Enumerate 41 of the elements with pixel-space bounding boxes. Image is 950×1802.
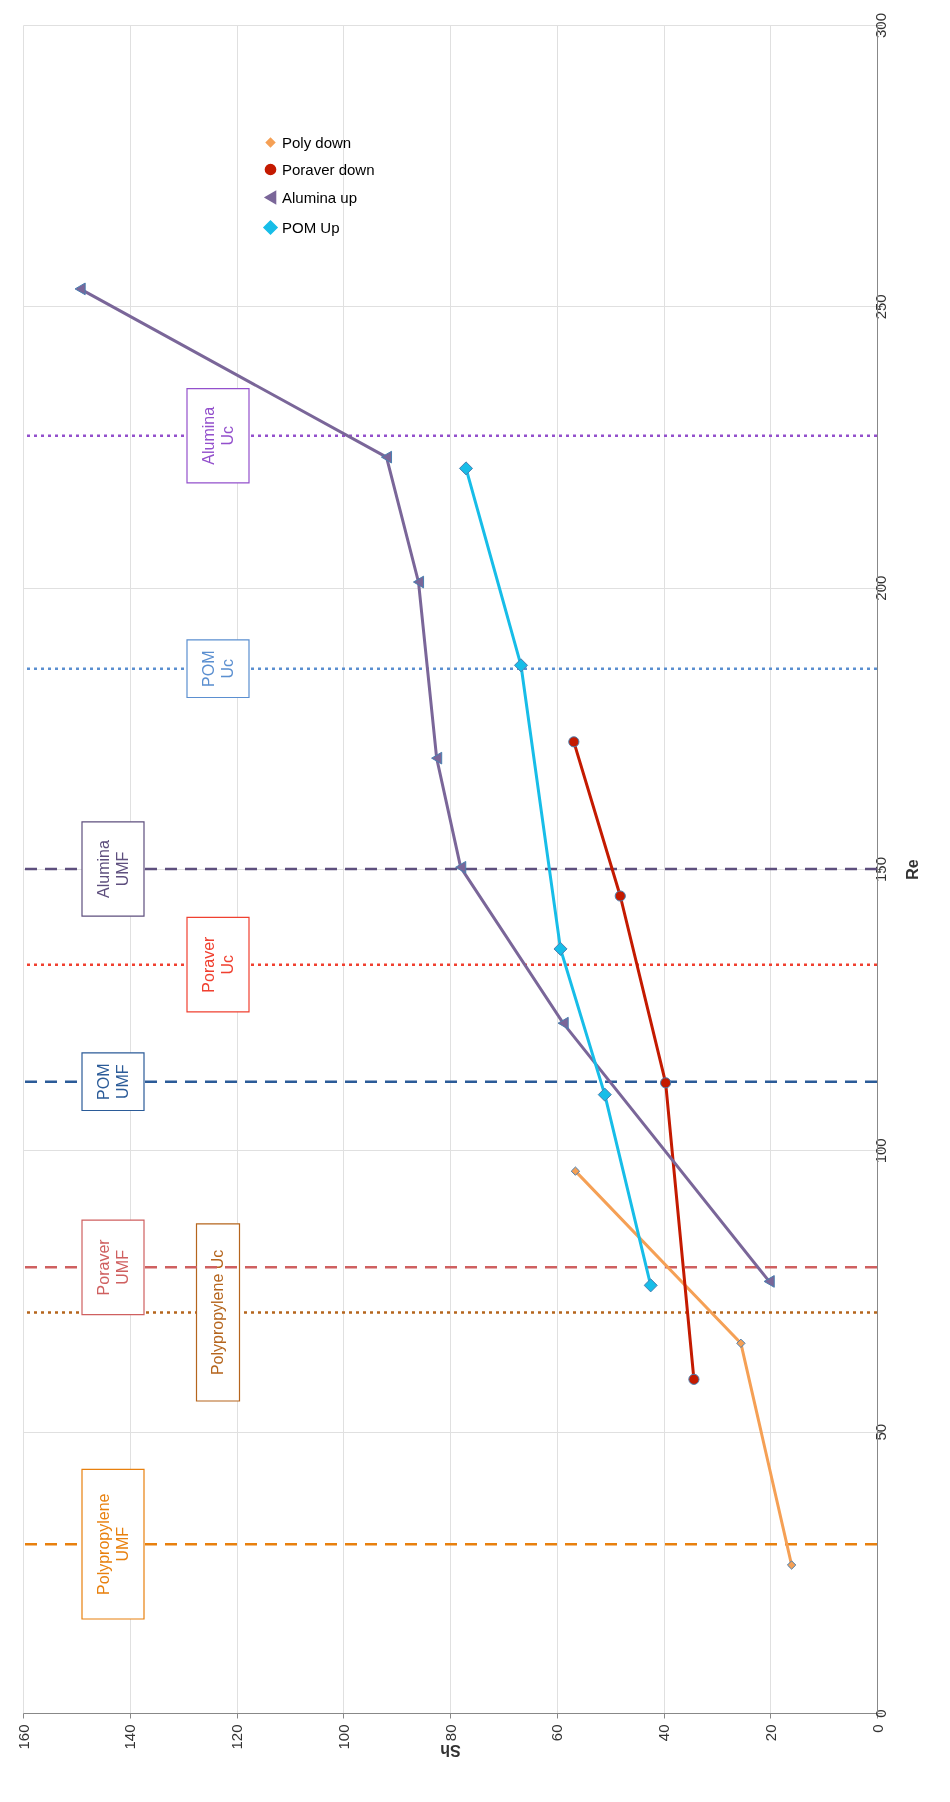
point bbox=[431, 751, 443, 765]
point bbox=[553, 941, 568, 956]
point bbox=[763, 1275, 775, 1288]
point bbox=[570, 1166, 581, 1176]
point bbox=[568, 736, 580, 748]
point bbox=[643, 1278, 658, 1293]
ref-line-label: Alumina UMF bbox=[94, 840, 131, 898]
ref-line-label: Alumina Uc bbox=[199, 406, 236, 465]
x-tick-label: 40 bbox=[655, 1724, 672, 1742]
point bbox=[513, 658, 529, 673]
point bbox=[380, 450, 393, 464]
point bbox=[614, 890, 626, 902]
x-tick-label: 20 bbox=[761, 1724, 779, 1742]
point bbox=[412, 575, 425, 589]
x-tick-label: 120 bbox=[228, 1724, 245, 1750]
point bbox=[455, 860, 467, 874]
point bbox=[557, 1016, 569, 1030]
ref-line-label: POM Uc bbox=[199, 650, 236, 687]
legend-label: Poraver down bbox=[282, 160, 375, 178]
ref-line-label: POM UMF bbox=[94, 1063, 131, 1100]
point bbox=[660, 1077, 672, 1089]
ref-line-label: Poraver UMF bbox=[94, 1238, 131, 1296]
x-tick-label: 100 bbox=[334, 1724, 352, 1750]
x-axis-title: Sh bbox=[440, 1741, 461, 1759]
point bbox=[736, 1338, 746, 1349]
legend-label: Alumina up bbox=[282, 188, 358, 206]
point bbox=[688, 1373, 700, 1385]
x-tick-label: 140 bbox=[121, 1724, 139, 1750]
legend-label: POM Up bbox=[282, 218, 340, 236]
point bbox=[786, 1560, 797, 1570]
ref-line-label: Poraver Uc bbox=[199, 935, 236, 993]
y-axis-title: Re bbox=[903, 859, 921, 880]
point bbox=[74, 282, 86, 296]
legend-label: Poly down bbox=[282, 133, 352, 151]
ref-line-label: Polypropylene UMF bbox=[94, 1493, 131, 1595]
point bbox=[458, 461, 474, 476]
y-tick-label: 0 bbox=[871, 1709, 889, 1718]
x-tick-label: 60 bbox=[548, 1724, 566, 1742]
x-tick-label: 80 bbox=[441, 1724, 459, 1742]
x-tick-label: 160 bbox=[14, 1724, 32, 1750]
point bbox=[597, 1087, 612, 1102]
